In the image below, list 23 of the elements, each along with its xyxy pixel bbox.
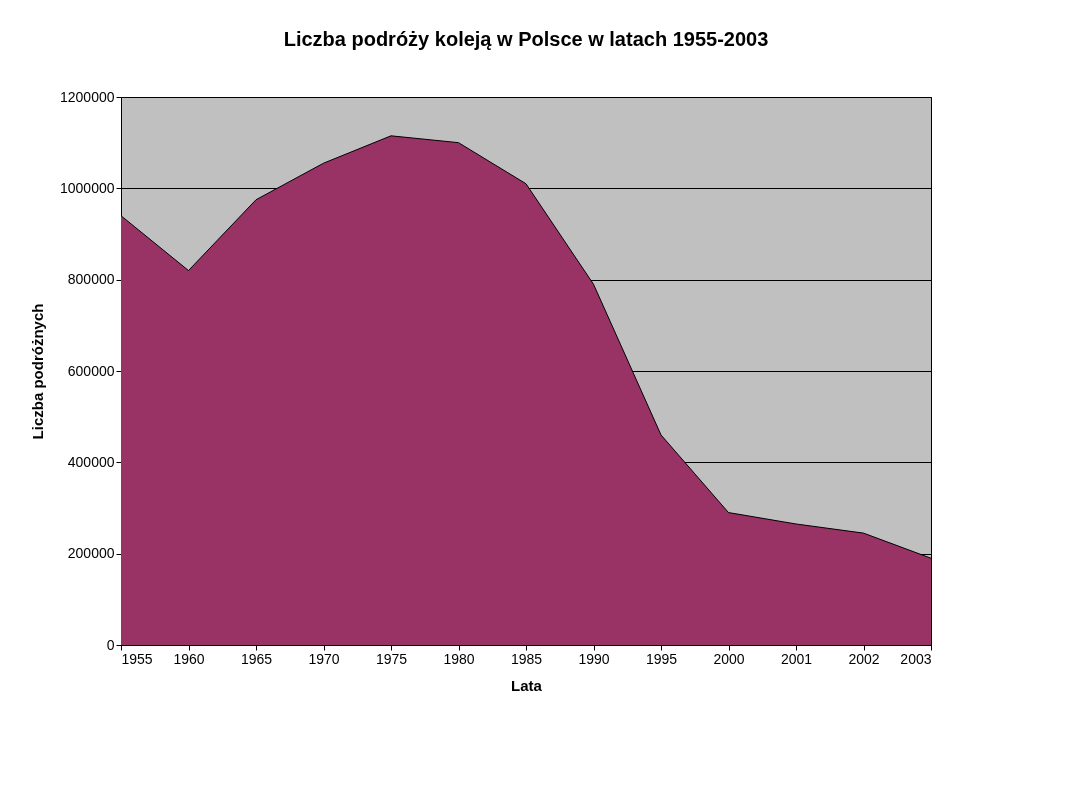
x-tick-label: 1970 [308, 650, 340, 667]
x-tick-label: 1980 [443, 650, 475, 667]
y-tick-label: 600000 [67, 362, 115, 379]
x-tick-label: 1955 [121, 650, 153, 667]
x-axis-title: Lata [511, 676, 543, 694]
x-tick-label: 1985 [510, 650, 543, 667]
x-tick-label: 1975 [375, 650, 408, 667]
y-tick-label: 800000 [67, 271, 115, 288]
y-tick-label: 1000000 [59, 179, 115, 196]
chart-title: Liczba podróży koleją w Polsce w latach 1955-2003 [283, 28, 769, 50]
x-tick-label: 1990 [578, 650, 610, 667]
x-tick-label: 1960 [173, 650, 205, 667]
x-tick-label: 1995 [645, 650, 678, 667]
y-tick-label: 0 [106, 636, 115, 653]
x-tick-label: 2001 [780, 650, 813, 667]
y-axis-title: Liczba podróżnych [29, 303, 46, 440]
x-tick-label: 1965 [240, 650, 273, 667]
x-tick-label: 2002 [848, 650, 880, 667]
x-tick-label: 2000 [713, 650, 745, 667]
y-tick-label: 200000 [67, 545, 115, 562]
y-tick-label: 1200000 [59, 88, 115, 105]
x-tick-label: 2003 [900, 650, 932, 667]
y-tick-label: 400000 [67, 453, 115, 470]
